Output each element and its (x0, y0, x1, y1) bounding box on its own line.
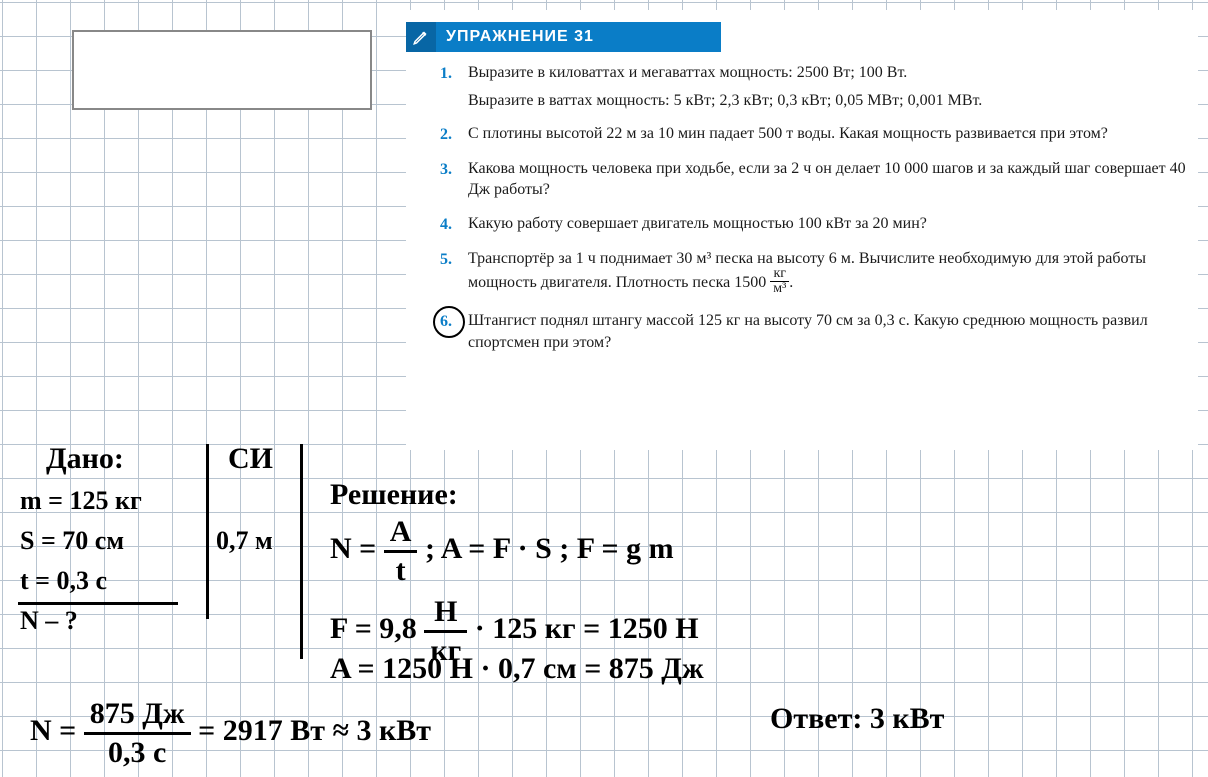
problem-number: 2. (440, 123, 468, 146)
problem-5: 5. Транспортёр за 1 ч поднимает 30 м³ пе… (440, 248, 1194, 299)
hw-divider-si-solution (300, 444, 303, 659)
problem-text: Какова мощность человека при ходьбе, есл… (468, 158, 1194, 201)
problem-body: Какова мощность человека при ходьбе, есл… (468, 158, 1194, 201)
exercise-banner: УПРАЖНЕНИЕ 31 (406, 22, 721, 52)
problem-6: 6. Штангист поднял штангу массой 125 кг … (440, 310, 1194, 353)
problem-3: 3. Какова мощность человека при ходьбе, … (440, 158, 1194, 201)
hw-find: N – ? (20, 606, 78, 636)
hw-si-s: 0,7 м (216, 526, 273, 556)
problem-body: Транспортёр за 1 ч поднимает 30 м³ песка… (468, 248, 1194, 299)
pencil-icon (406, 22, 436, 52)
problem-text: Какую работу совершает двигатель мощност… (468, 213, 1194, 235)
problem-body: Штангист поднял штангу массой 125 кг на … (468, 310, 1194, 353)
hw-formula-line3: A = 1250 Н · 0,7 см = 875 Дж (330, 652, 704, 686)
hw-si-header: СИ (228, 442, 273, 476)
hw-given-header: Дано: (46, 442, 124, 476)
hw-answer-calc: N = 875 Дж 0,3 с = 2917 Вт ≈ 3 кВт (30, 698, 431, 768)
hw-formula-line1: N = A t ; A = F · S ; F = g m (330, 516, 674, 586)
problem-text: Выразите в киловаттах и мегаваттах мощно… (468, 62, 1194, 84)
empty-header-box (72, 30, 372, 110)
hw-given-t: t = 0,3 с (20, 566, 107, 596)
problem-number: 5. (440, 248, 468, 299)
hw-divider-given-si (206, 444, 209, 619)
problem-text: Выразите в ваттах мощность: 5 кВт; 2,3 к… (468, 90, 1194, 112)
problem-number: 6. (440, 310, 468, 353)
problem-1: 1. Выразите в киловаттах и мегаваттах мо… (440, 62, 1194, 111)
banner-label: УПРАЖНЕНИЕ 31 (446, 28, 594, 46)
problem-number: 4. (440, 213, 468, 236)
problem-4: 4. Какую работу совершает двигатель мощн… (440, 213, 1194, 236)
problem-text: Штангист поднял штангу массой 125 кг на … (468, 310, 1194, 353)
problems-list: 1. Выразите в киловаттах и мегаваттах мо… (440, 62, 1194, 365)
problem-body: Выразите в киловаттах и мегаваттах мощно… (468, 62, 1194, 111)
hw-answer-label: Ответ: 3 кВт (770, 702, 944, 736)
problem-text: С плотины высотой 22 м за 10 мин падает … (468, 123, 1194, 145)
hw-solution-header: Решение: (330, 478, 458, 512)
hw-given-s: S = 70 см (20, 526, 124, 556)
problem-number: 1. (440, 62, 468, 111)
problem-2: 2. С плотины высотой 22 м за 10 мин пада… (440, 123, 1194, 146)
problem-body: С плотины высотой 22 м за 10 мин падает … (468, 123, 1194, 146)
problem-number: 3. (440, 158, 468, 201)
hw-given-underline (18, 602, 178, 605)
hw-given-m: m = 125 кг (20, 486, 142, 516)
problem-text: Транспортёр за 1 ч поднимает 30 м³ песка… (468, 248, 1194, 299)
problem-body: Какую работу совершает двигатель мощност… (468, 213, 1194, 236)
